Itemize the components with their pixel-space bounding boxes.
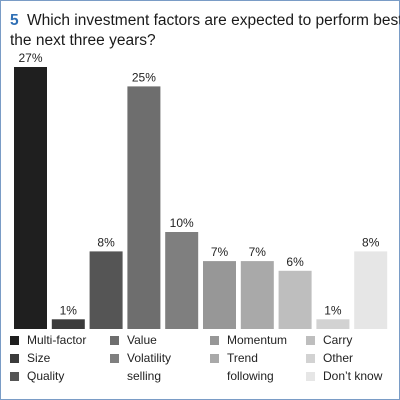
title-line-1: Which investment factors are expected to… [27, 12, 400, 29]
title-line-2: the next three years? [10, 32, 156, 49]
bar-momentum [203, 261, 236, 329]
legend-label: Trend [227, 351, 258, 365]
bar-value-label: 6% [286, 255, 304, 269]
bar-value-label: 25% [132, 70, 156, 84]
bar-multi-factor [14, 67, 47, 329]
bar-value-label: 7% [211, 245, 229, 259]
legend-label: Quality [27, 369, 64, 383]
bar-don-t-know [354, 251, 388, 329]
bar-value [127, 86, 161, 330]
bar-trend-following [240, 261, 274, 329]
legend-swatch [306, 354, 315, 363]
legend-label: Other [323, 351, 353, 365]
legend-swatch [210, 336, 219, 345]
bar-value-label: 27% [18, 51, 42, 65]
legend-swatch [110, 336, 119, 345]
legend-label: Value [127, 333, 157, 347]
legend-label: Volatility [127, 351, 171, 365]
legend-label: Size [27, 351, 51, 365]
legend-swatch [210, 354, 219, 363]
bar-value-label: 1% [60, 303, 78, 317]
legend-swatch [10, 336, 19, 345]
legend-label: Momentum [227, 333, 287, 347]
bar-quality [89, 251, 123, 329]
legend-swatch [110, 354, 119, 363]
legend-swatch [306, 336, 315, 345]
bar-value-label: 1% [324, 303, 342, 317]
bar-volatility-selling [165, 232, 199, 329]
legend-swatch [10, 354, 19, 363]
bar-value-label: 8% [97, 235, 115, 249]
legend-swatch [306, 372, 315, 381]
bar-value-label: 10% [170, 216, 194, 230]
legend-label: following [227, 369, 274, 383]
bar-carry [278, 270, 312, 329]
legend-label: Multi-factor [27, 333, 86, 347]
legend-label: Carry [323, 333, 352, 347]
bars-group: 27% 1% 8% 25% 10% 7% 7% 6% 1% 8% [14, 51, 388, 330]
bar-other [316, 319, 350, 329]
legend-label: selling [127, 369, 161, 383]
bar-size [51, 319, 85, 329]
bar-value-label: 8% [362, 235, 380, 249]
legend: Multi-factor Size Quality Value Volatility se… [10, 333, 383, 383]
question-number: 5 [10, 12, 19, 29]
legend-label: Don’t know [323, 369, 383, 383]
legend-swatch [10, 372, 19, 381]
chart-title: 5 Which investment factors are expected … [10, 12, 400, 29]
bar-value-label: 7% [249, 245, 267, 259]
